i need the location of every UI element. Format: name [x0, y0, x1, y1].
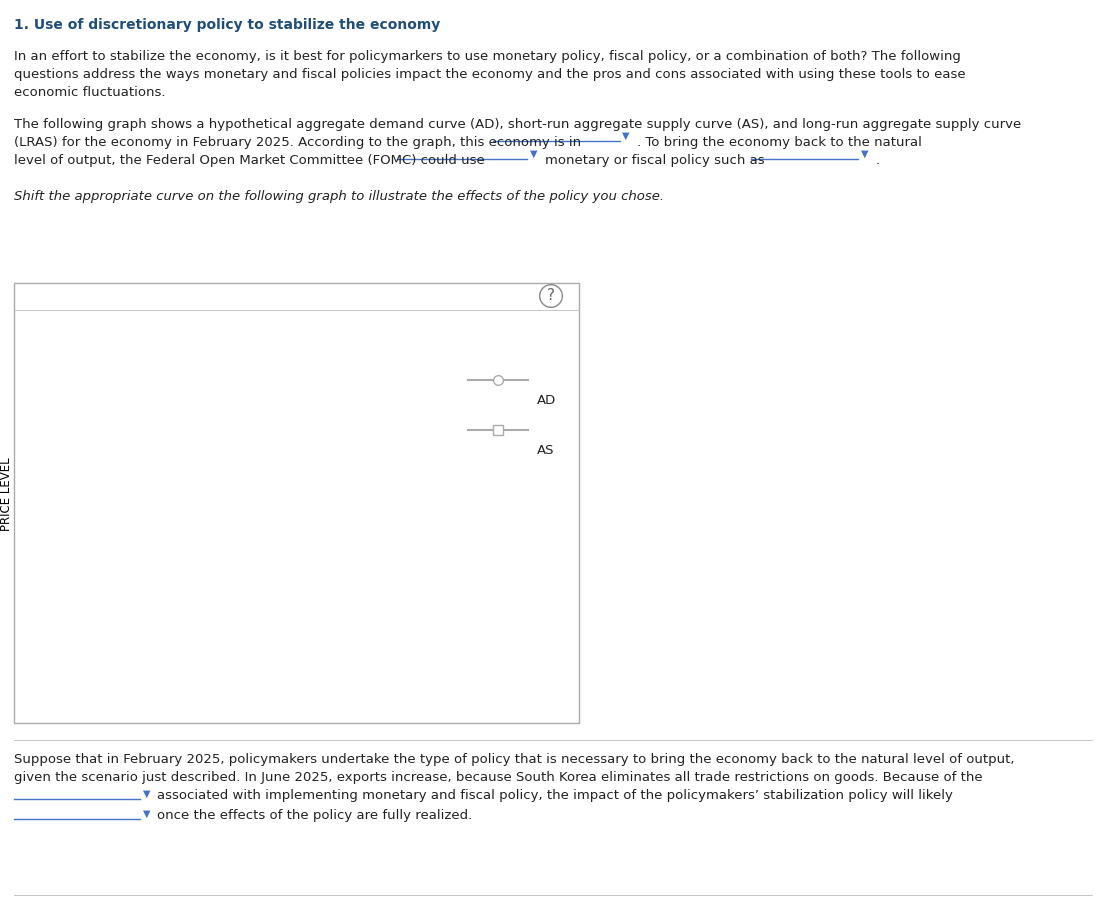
- Text: AS: AS: [420, 384, 436, 398]
- Text: AS: AS: [538, 444, 554, 457]
- Text: LRAS: LRAS: [348, 286, 378, 299]
- Text: ▼: ▼: [622, 131, 629, 141]
- Text: AD: AD: [538, 394, 556, 407]
- Text: The following graph shows a hypothetical aggregate demand curve (AD), short-run : The following graph shows a hypothetical…: [14, 118, 1021, 131]
- Text: 1. Use of discretionary policy to stabilize the economy: 1. Use of discretionary policy to stabil…: [14, 18, 440, 32]
- Text: level of output, the Federal Open Market Committee (FOMC) could use: level of output, the Federal Open Market…: [14, 154, 484, 167]
- Text: In an effort to stabilize the economy, is it best for policymarkers to use monet: In an effort to stabilize the economy, i…: [14, 50, 961, 63]
- Text: (LRAS) for the economy in February 2025. According to the graph, this economy is: (LRAS) for the economy in February 2025.…: [14, 136, 581, 149]
- Text: . To bring the economy back to the natural: . To bring the economy back to the natur…: [637, 136, 922, 149]
- Text: AD: AD: [420, 600, 438, 613]
- Text: ▼: ▼: [143, 809, 150, 819]
- Text: questions address the ways monetary and fiscal policies impact the economy and t: questions address the ways monetary and …: [14, 68, 966, 81]
- X-axis label: OUTPUT (Trillions of dollars): OUTPUT (Trillions of dollars): [219, 712, 383, 725]
- Text: associated with implementing monetary and fiscal policy, the impact of the polic: associated with implementing monetary an…: [157, 789, 953, 802]
- Text: .: .: [876, 154, 880, 167]
- Text: given the scenario just described. In June 2025, exports increase, because South: given the scenario just described. In Ju…: [14, 771, 982, 784]
- Bar: [14, 283, 580, 723]
- Text: ▼: ▼: [860, 149, 868, 159]
- Text: Suppose that in February 2025, policymakers undertake the type of policy that is: Suppose that in February 2025, policymak…: [14, 753, 1014, 766]
- Text: ▼: ▼: [530, 149, 538, 159]
- Text: ▼: ▼: [143, 789, 150, 799]
- Text: economic fluctuations.: economic fluctuations.: [14, 86, 166, 99]
- Y-axis label: PRICE LEVEL: PRICE LEVEL: [0, 458, 13, 531]
- Text: Shift the appropriate curve on the following graph to illustrate the effects of : Shift the appropriate curve on the follo…: [14, 190, 664, 203]
- Text: ?: ?: [547, 288, 555, 304]
- Text: monetary or fiscal policy such as: monetary or fiscal policy such as: [545, 154, 764, 167]
- Text: once the effects of the policy are fully realized.: once the effects of the policy are fully…: [157, 809, 472, 822]
